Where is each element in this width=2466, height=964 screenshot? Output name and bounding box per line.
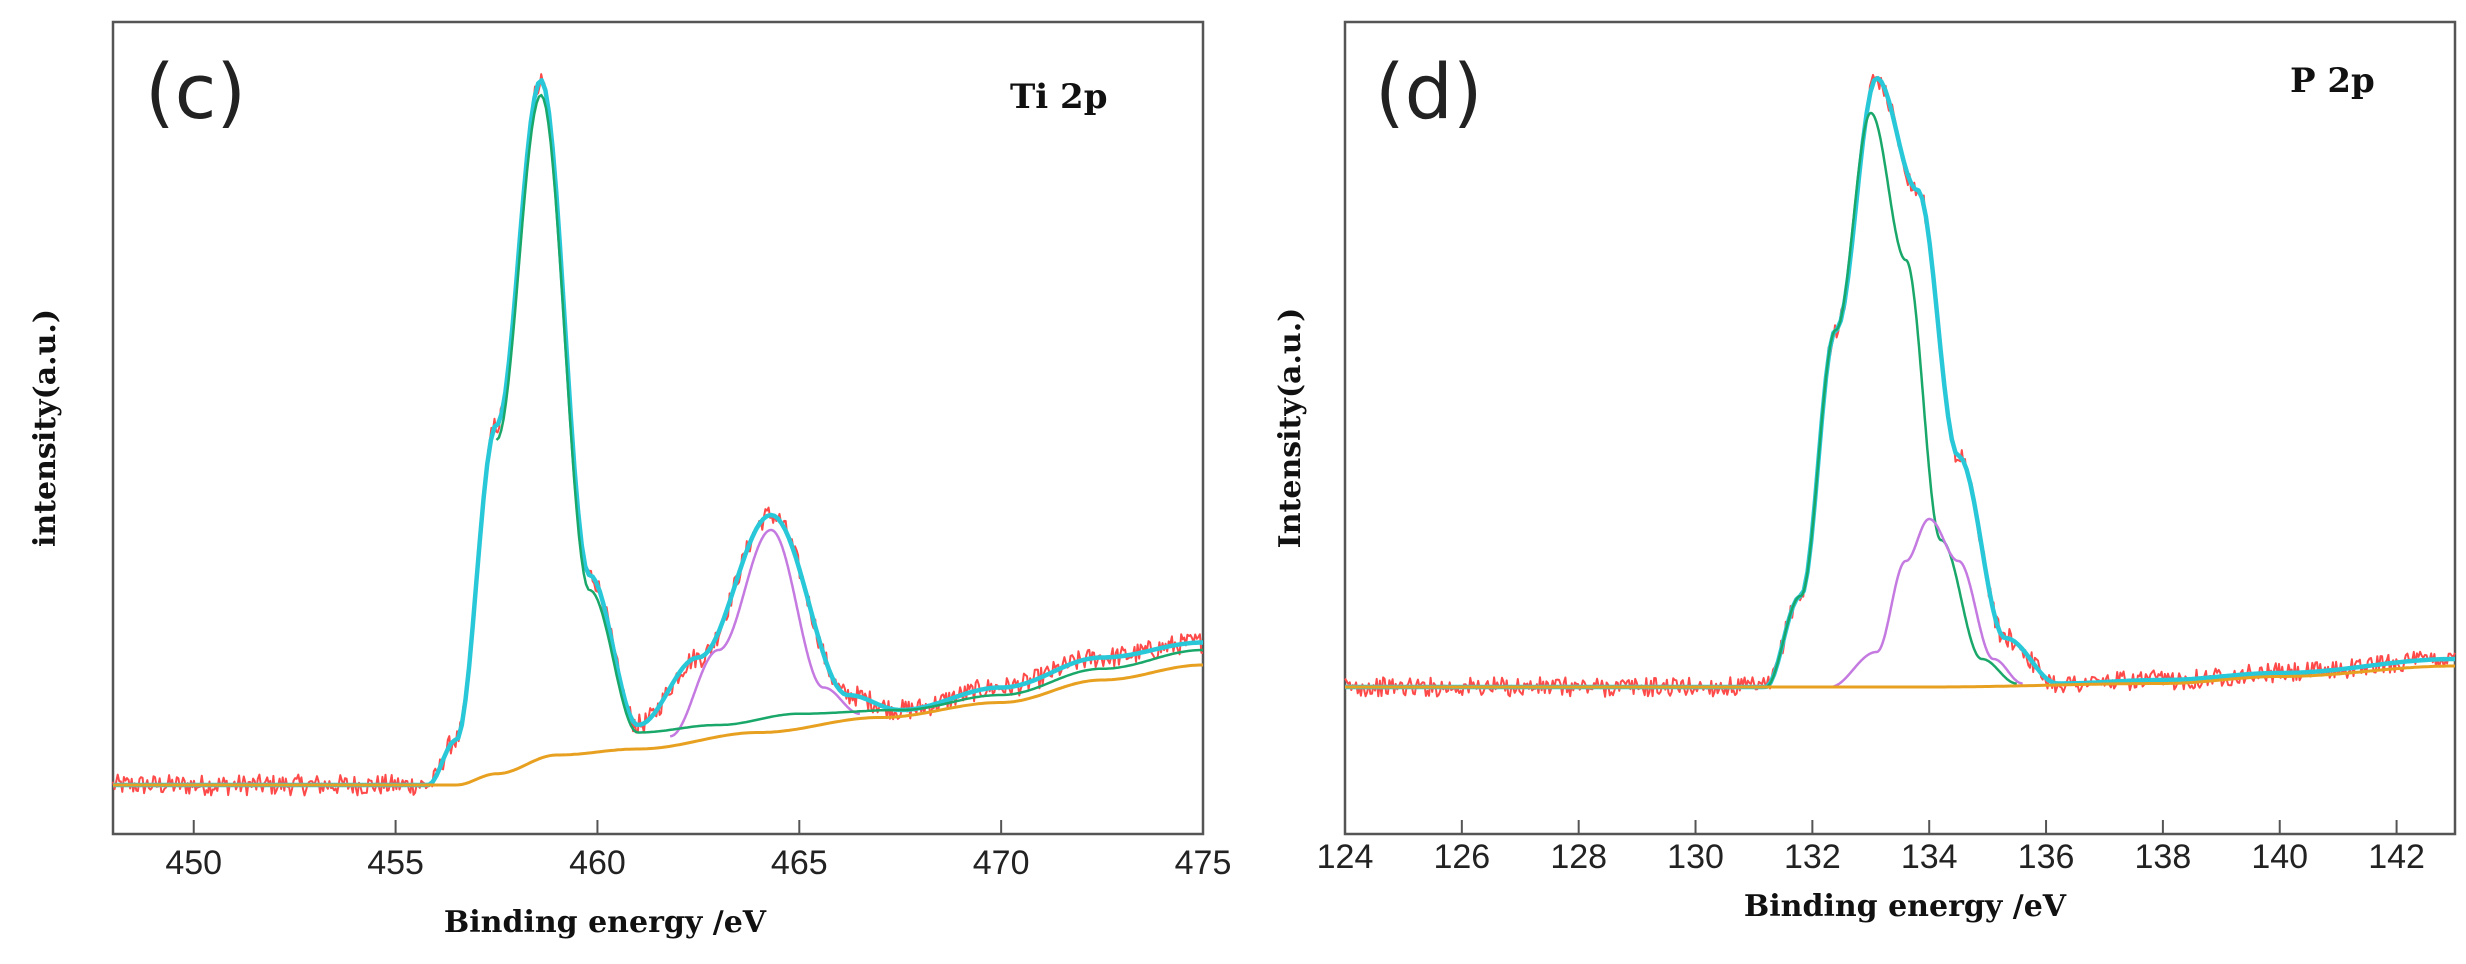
series-layer — [1344, 73, 2456, 698]
series-raw-data — [112, 73, 1204, 797]
x-tick-label: 124 — [1317, 838, 1374, 876]
series-background — [113, 663, 1203, 787]
x-tick-label: 465 — [771, 844, 828, 882]
series-ti-2p1-2-component — [669, 528, 861, 738]
x-tick-label: 450 — [165, 844, 222, 882]
chart-title: Ti 2p — [1010, 77, 1107, 117]
x-axis-title: Binding energy /eV — [1744, 889, 2067, 924]
x-tick-label: 470 — [973, 844, 1030, 882]
x-tick-label: 460 — [569, 844, 626, 882]
y-axis-title: Intensity(a.u.) — [1273, 308, 1308, 549]
x-axis-ticks: 124 126 128 130 132 134 136 138 140 142 — [1317, 820, 2425, 876]
x-axis-title: Binding energy /eV — [444, 905, 767, 940]
chart-title: P 2p — [2290, 61, 2375, 101]
x-tick-label: 455 — [367, 844, 424, 882]
x-tick-label: 128 — [1550, 838, 1607, 876]
x-tick-label: 126 — [1433, 838, 1490, 876]
panel-d-p-2p: (d) P 2p Binding energy /eV Intensity(a.… — [1273, 20, 2457, 924]
x-tick-label: 130 — [1667, 838, 1724, 876]
x-tick-label: 132 — [1784, 838, 1841, 876]
y-axis-title: intensity(a.u.) — [28, 309, 63, 547]
x-tick-label: 140 — [2251, 838, 2308, 876]
x-tick-label: 138 — [2135, 838, 2192, 876]
x-tick-label: 134 — [1901, 838, 1958, 876]
series-layer — [112, 73, 1204, 797]
panel-label: (d) — [1375, 47, 1483, 136]
series-p-2p1-2-component — [1829, 517, 2024, 689]
x-tick-label: 475 — [1175, 844, 1232, 882]
panel-label: (c) — [145, 47, 246, 136]
x-tick-label: 136 — [2018, 838, 2075, 876]
x-axis-ticks: 450 455 460 465 470 475 — [165, 820, 1231, 882]
series-p-2p3-2-component — [1765, 111, 2018, 689]
x-tick-label: 142 — [2368, 838, 2425, 876]
series-background — [1345, 664, 2455, 689]
series-ti-2p3-2-component — [495, 93, 1203, 734]
panel-c-ti-2p: (c) Ti 2p Binding energy /eV intensity(a… — [28, 20, 1231, 940]
plot-frame — [111, 20, 1205, 836]
plot-frame — [1343, 20, 2457, 836]
